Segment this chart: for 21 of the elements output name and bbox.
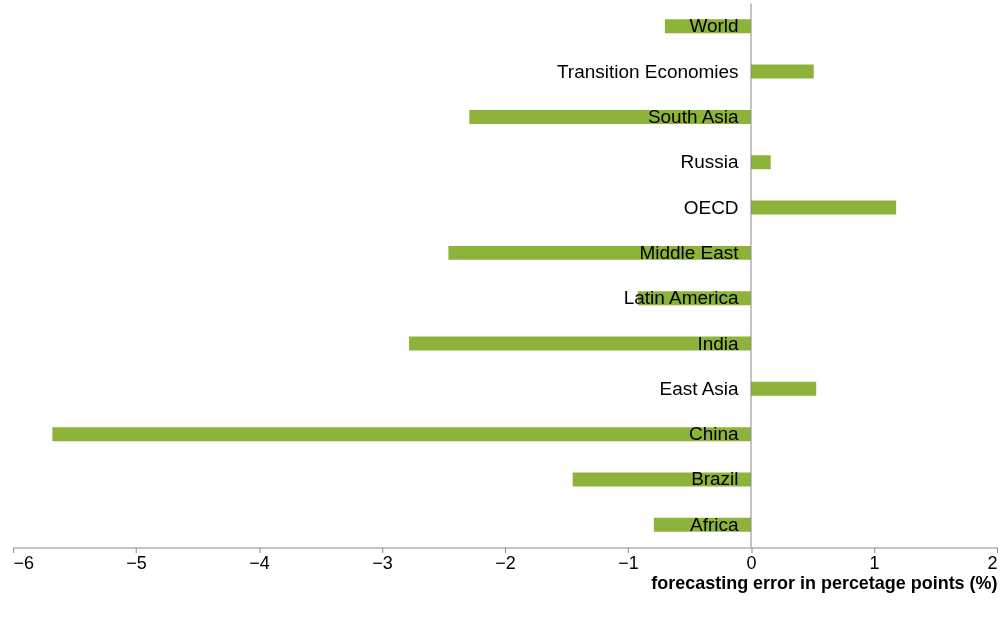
x-tick-label: −4	[249, 552, 270, 573]
y-tick-label: World	[689, 15, 739, 37]
x-tick-label: 0	[746, 552, 757, 573]
x-tick-label: 1	[869, 552, 880, 573]
y-tick-label: Africa	[690, 513, 739, 535]
x-tick-label: 2	[987, 552, 998, 573]
y-tick-label: OECD	[683, 196, 739, 218]
y-tick-label: Russia	[680, 151, 739, 173]
y-tick-label: Transition Economies	[556, 60, 739, 82]
x-tick-label: −2	[495, 552, 516, 573]
y-tick-label: China	[689, 423, 739, 445]
x-tick-label: −1	[618, 552, 639, 573]
x-tick-label: −3	[372, 552, 393, 573]
y-tick-label: Brazil	[691, 468, 739, 490]
x-tick-label: −5	[126, 552, 147, 573]
x-axis-title: forecasting error in percetage points (%)	[651, 572, 998, 593]
y-tick-label: Middle East	[639, 241, 740, 263]
y-tick-label: East Asia	[659, 377, 739, 399]
y-tick-label: South Asia	[647, 105, 739, 127]
y-tick-label: India	[697, 332, 739, 354]
x-tick-label: −6	[13, 552, 34, 573]
